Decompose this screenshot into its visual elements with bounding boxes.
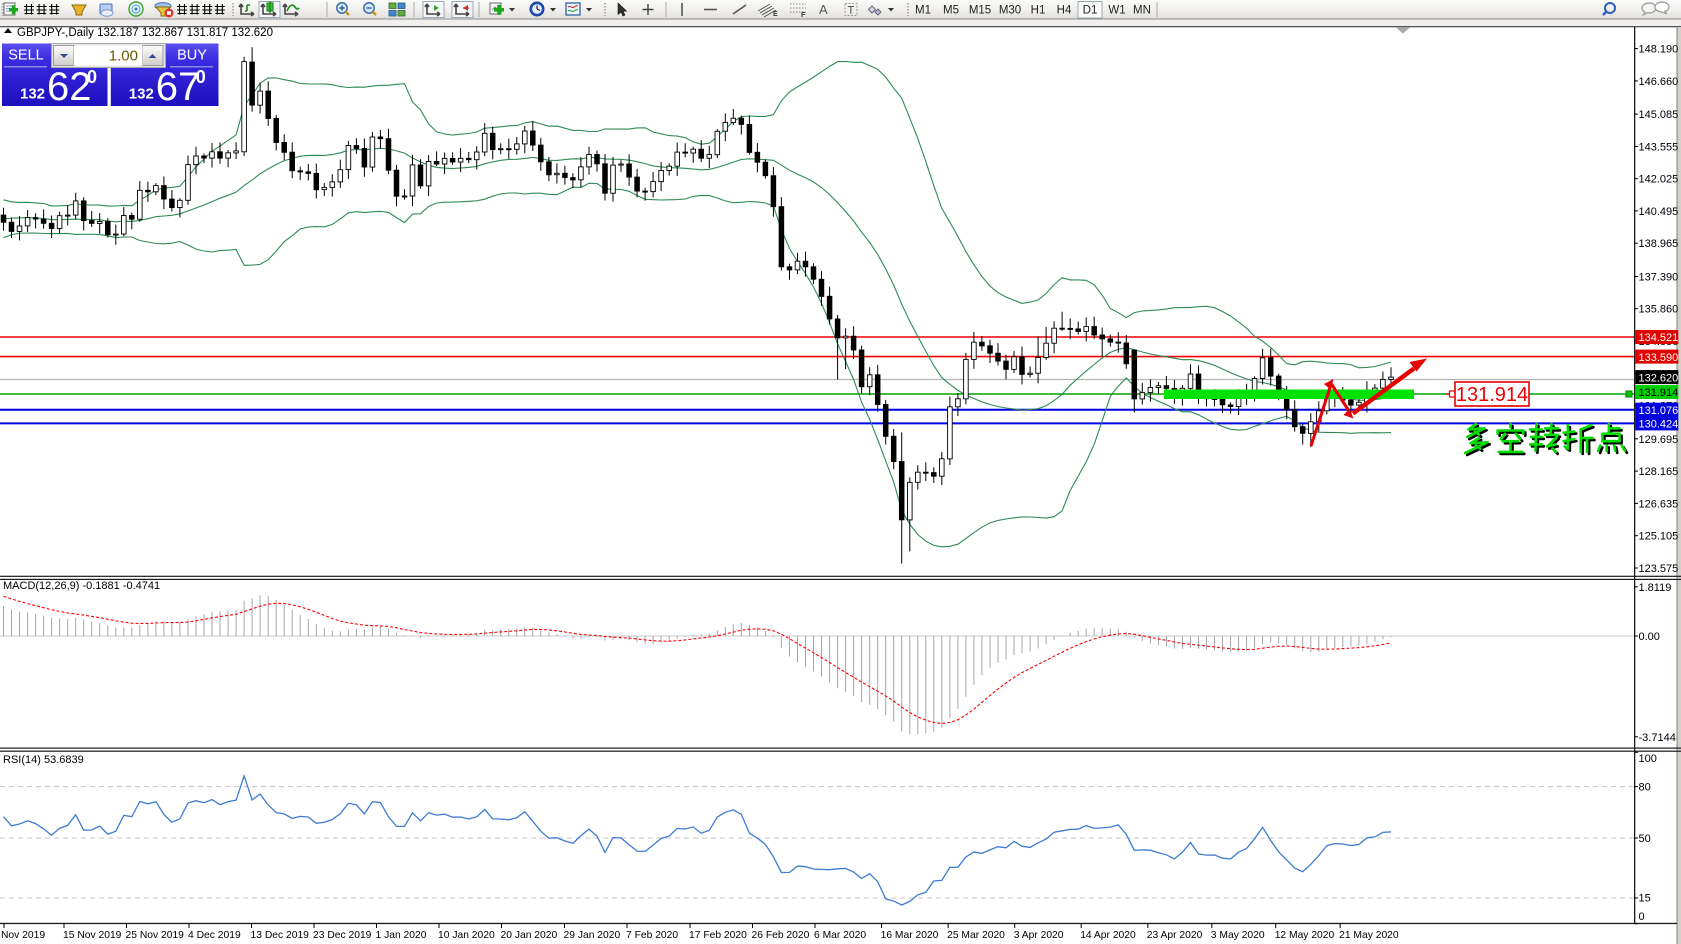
svg-text:137.390: 137.390: [1639, 272, 1679, 284]
svg-text:133.590: 133.590: [1639, 352, 1679, 364]
svg-text:H4: H4: [1057, 5, 1072, 17]
svg-text:125.105: 125.105: [1639, 531, 1679, 543]
svg-text:6 Mar 2020: 6 Mar 2020: [814, 930, 866, 941]
svg-text:131.914: 131.914: [1639, 387, 1679, 399]
svg-text:15: 15: [1639, 893, 1651, 905]
svg-text:20 Jan 2020: 20 Jan 2020: [501, 930, 558, 941]
svg-text:100: 100: [1639, 753, 1657, 765]
svg-text:134.521: 134.521: [1639, 332, 1679, 344]
svg-text:130.424: 130.424: [1639, 419, 1679, 431]
svg-text:135.860: 135.860: [1639, 304, 1679, 316]
svg-text:25 Nov 2019: 25 Nov 2019: [126, 930, 185, 941]
svg-text:F: F: [801, 12, 806, 19]
svg-text:3 May 2020: 3 May 2020: [1211, 930, 1265, 941]
svg-text:21 May 2020: 21 May 2020: [1339, 930, 1399, 941]
svg-text:12 May 2020: 12 May 2020: [1275, 930, 1335, 941]
svg-text:MN: MN: [1133, 5, 1151, 17]
svg-text:145.085: 145.085: [1639, 109, 1679, 121]
svg-text:126.635: 126.635: [1639, 498, 1679, 510]
svg-text:M1: M1: [915, 5, 931, 17]
svg-text:129.695: 129.695: [1639, 434, 1679, 446]
svg-text:62: 62: [47, 65, 92, 109]
svg-text:A: A: [819, 2, 828, 17]
svg-text:17 Feb 2020: 17 Feb 2020: [689, 930, 747, 941]
svg-text:D1: D1: [1083, 5, 1098, 17]
svg-text:H1: H1: [1031, 5, 1046, 17]
svg-text:T: T: [848, 5, 855, 17]
svg-text:0: 0: [87, 67, 97, 87]
svg-text:138.965: 138.965: [1639, 238, 1679, 250]
svg-text:23 Apr 2020: 23 Apr 2020: [1147, 930, 1203, 941]
svg-text:16 Mar 2020: 16 Mar 2020: [881, 930, 939, 941]
svg-text:23 Dec 2019: 23 Dec 2019: [313, 930, 372, 941]
svg-text:RSI(14) 53.6839: RSI(14) 53.6839: [3, 754, 84, 766]
svg-text:BUY: BUY: [177, 48, 207, 64]
svg-text:M15: M15: [969, 5, 991, 17]
svg-text:7 Feb 2020: 7 Feb 2020: [626, 930, 678, 941]
svg-text:W1: W1: [1108, 5, 1125, 17]
svg-text:146.660: 146.660: [1639, 76, 1679, 88]
svg-text:-3.7144: -3.7144: [1639, 732, 1676, 744]
svg-text:SELL: SELL: [8, 48, 43, 64]
svg-text:GBPJPY-,Daily 132.187 132.867: GBPJPY-,Daily 132.187 132.867 131.817 13…: [17, 27, 273, 39]
svg-text:M5: M5: [943, 5, 959, 17]
svg-text:131.914: 131.914: [1456, 384, 1528, 406]
svg-text:10 Jan 2020: 10 Jan 2020: [438, 930, 495, 941]
svg-text:3 Apr 2020: 3 Apr 2020: [1014, 930, 1064, 941]
svg-text:143.555: 143.555: [1639, 141, 1679, 153]
svg-text:123.575: 123.575: [1639, 563, 1679, 575]
svg-text:1 Jan 2020: 1 Jan 2020: [376, 930, 427, 941]
svg-text:67: 67: [156, 65, 201, 109]
svg-text:MACD(12,26,9) -0.1881 -0.4741: MACD(12,26,9) -0.1881 -0.4741: [3, 580, 160, 592]
svg-text:132: 132: [129, 86, 154, 103]
svg-text:1.8119: 1.8119: [1639, 582, 1672, 594]
svg-text:0.00: 0.00: [1639, 631, 1660, 643]
svg-text:0: 0: [196, 67, 206, 87]
svg-text:14 Apr 2020: 14 Apr 2020: [1080, 930, 1136, 941]
svg-text:15 Nov 2019: 15 Nov 2019: [63, 930, 122, 941]
svg-text:142.025: 142.025: [1639, 174, 1679, 186]
svg-text:140.495: 140.495: [1639, 206, 1679, 218]
svg-text:E: E: [773, 11, 778, 18]
svg-text:M30: M30: [999, 5, 1021, 17]
svg-text:131.076: 131.076: [1639, 405, 1679, 417]
svg-text:50: 50: [1639, 833, 1651, 845]
svg-text:4 Dec 2019: 4 Dec 2019: [188, 930, 241, 941]
svg-text:25 Mar 2020: 25 Mar 2020: [947, 930, 1005, 941]
svg-text:1.00: 1.00: [109, 48, 138, 65]
svg-text:Nov 2019: Nov 2019: [1, 930, 45, 941]
svg-text:26 Feb 2020: 26 Feb 2020: [752, 930, 810, 941]
svg-text:128.165: 128.165: [1639, 466, 1679, 478]
svg-text:80: 80: [1639, 782, 1651, 794]
svg-text:132.620: 132.620: [1639, 372, 1679, 384]
svg-text:13 Dec 2019: 13 Dec 2019: [251, 930, 310, 941]
svg-text:0: 0: [1639, 911, 1645, 923]
svg-text:29 Jan 2020: 29 Jan 2020: [564, 930, 621, 941]
svg-text:132: 132: [20, 86, 45, 103]
svg-text:148.190: 148.190: [1639, 44, 1679, 56]
